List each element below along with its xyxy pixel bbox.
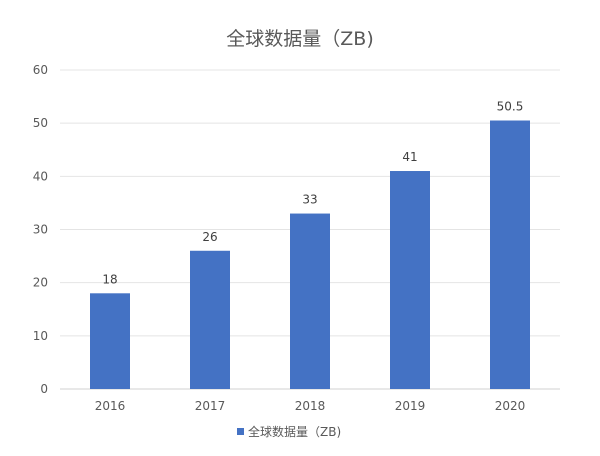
data-label: 26 <box>202 230 217 244</box>
bar-2017 <box>190 250 230 389</box>
y-tick-label: 50 <box>33 116 48 130</box>
data-label: 18 <box>102 272 117 286</box>
x-tick-label: 2019 <box>395 399 426 413</box>
data-label: 33 <box>302 193 317 207</box>
data-label: 41 <box>402 150 417 164</box>
x-tick-label: 2016 <box>95 399 126 413</box>
data-label: 50.5 <box>497 100 524 114</box>
chart-title: 全球数据量（ZB) <box>226 28 373 50</box>
x-tick-label: 2017 <box>195 399 226 413</box>
x-tick-label: 2020 <box>495 399 526 413</box>
x-axis: 2016 2017 2018 2019 2020 <box>95 399 526 413</box>
y-tick-label: 20 <box>33 276 48 290</box>
x-tick-label: 2018 <box>295 399 326 413</box>
bar-2019 <box>390 171 430 389</box>
legend: 全球数据量（ZB) <box>237 424 341 439</box>
bar-2020 <box>490 120 530 389</box>
legend-label: 全球数据量（ZB) <box>248 424 341 439</box>
y-tick-label: 60 <box>33 63 48 77</box>
y-tick-label: 0 <box>40 382 48 396</box>
y-tick-label: 30 <box>33 223 48 237</box>
y-tick-label: 10 <box>33 329 48 343</box>
legend-swatch <box>237 428 244 435</box>
y-tick-label: 40 <box>33 169 48 183</box>
bars: 18 26 33 41 50.5 <box>90 100 530 389</box>
bar-2016 <box>90 293 130 389</box>
bar-2018 <box>290 213 330 389</box>
y-axis: 0 10 20 30 40 50 60 <box>33 63 48 396</box>
